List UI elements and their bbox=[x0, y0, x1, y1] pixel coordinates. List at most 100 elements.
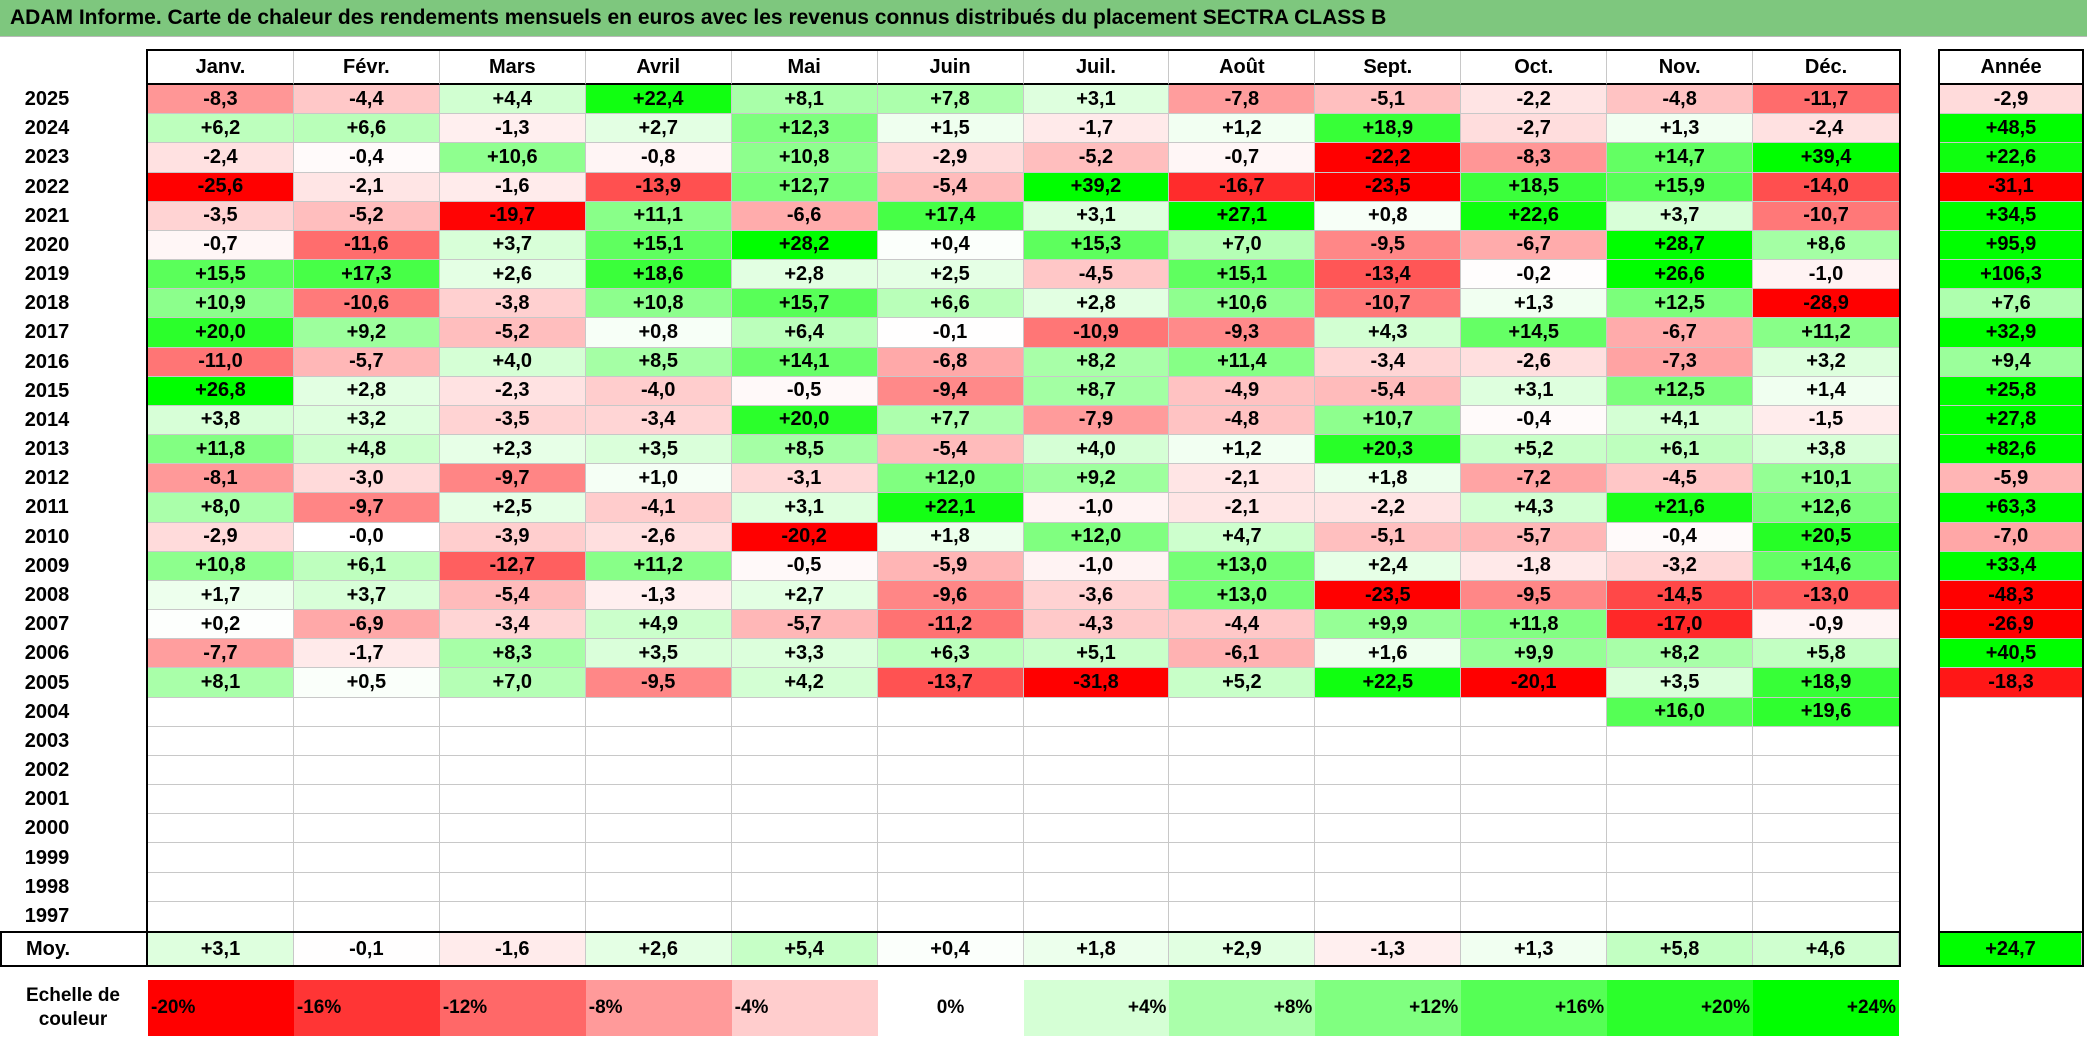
heatmap-cell: +10,7 bbox=[1315, 405, 1462, 436]
heatmap-cell bbox=[1461, 843, 1608, 873]
annual-cell bbox=[1940, 785, 2082, 814]
heatmap-cell: +2,5 bbox=[439, 493, 586, 523]
heatmap-cell: -9,6 bbox=[877, 580, 1024, 611]
heatmap-cell bbox=[1169, 872, 1316, 902]
heatmap-cell: -0,2 bbox=[1461, 260, 1608, 290]
heatmap-cell: +20,0 bbox=[148, 318, 294, 348]
heatmap-cell bbox=[1753, 785, 1899, 815]
heatmap-cell: -2,9 bbox=[148, 522, 294, 552]
heatmap-cell bbox=[1607, 872, 1754, 902]
year-label: 2006 bbox=[24, 642, 70, 665]
heatmap-cell bbox=[1607, 843, 1754, 873]
heatmap-cell: +4,2 bbox=[731, 668, 878, 698]
heatmap-cell bbox=[1607, 814, 1754, 844]
year-label: 2018 bbox=[24, 292, 70, 315]
year-label: 2019 bbox=[24, 263, 70, 286]
heatmap-cell: +22,4 bbox=[585, 85, 732, 115]
heatmap-cell bbox=[1315, 755, 1462, 786]
heatmap-cell bbox=[1169, 843, 1316, 873]
heatmap-cell bbox=[1169, 726, 1316, 756]
heatmap-cell: +10,1 bbox=[1753, 464, 1899, 494]
heatmap-cell: -2,6 bbox=[585, 522, 732, 552]
average-cell: -0,1 bbox=[293, 933, 440, 965]
heatmap-cell: -4,8 bbox=[1607, 85, 1754, 115]
month-header: Juin bbox=[877, 51, 1024, 85]
heatmap-cell: +13,0 bbox=[1169, 551, 1316, 581]
heatmap-cell: -9,4 bbox=[877, 376, 1024, 406]
annual-cell bbox=[1940, 756, 2082, 785]
heatmap-cell: -13,0 bbox=[1753, 580, 1899, 611]
heatmap-cell bbox=[293, 755, 440, 786]
year-label: 2014 bbox=[24, 408, 70, 431]
heatmap-cell bbox=[1315, 843, 1462, 873]
annual-cell: +7,6 bbox=[1940, 289, 2082, 319]
heatmap-cell bbox=[1753, 843, 1899, 873]
average-cell: -1,6 bbox=[439, 933, 586, 965]
heatmap-cell: -0,5 bbox=[731, 376, 878, 406]
heatmap-cell: +10,8 bbox=[585, 289, 732, 319]
heatmap-cell bbox=[148, 901, 294, 931]
year-label: 2024 bbox=[24, 117, 70, 140]
year-label: 2005 bbox=[24, 671, 70, 694]
heatmap-cell bbox=[439, 872, 586, 902]
heatmap-cell: -6,9 bbox=[293, 610, 440, 640]
heatmap-cell: +8,6 bbox=[1753, 230, 1899, 261]
annual-cell: +25,8 bbox=[1940, 376, 2082, 406]
heatmap-cell: -6,1 bbox=[1169, 639, 1316, 669]
heatmap-cell: +2,8 bbox=[731, 260, 878, 290]
heatmap-cell: +12,5 bbox=[1607, 376, 1754, 406]
heatmap-cell bbox=[1169, 785, 1316, 815]
heatmap-cell bbox=[586, 901, 732, 931]
average-cell: +1,8 bbox=[1023, 933, 1170, 965]
heatmap-cell: -17,0 bbox=[1607, 610, 1754, 640]
heatmap-cell: -0,7 bbox=[148, 230, 294, 261]
heatmap-cell: -0,9 bbox=[1753, 610, 1899, 640]
annual-cell bbox=[1940, 727, 2082, 756]
heatmap-cell: -1,6 bbox=[439, 172, 586, 202]
heatmap-cell: -5,4 bbox=[877, 435, 1024, 465]
heatmap-cell: +11,4 bbox=[1169, 347, 1316, 377]
annual-cell: -18,3 bbox=[1940, 668, 2082, 698]
heatmap-cell bbox=[1315, 901, 1462, 931]
heatmap-cell: +17,3 bbox=[293, 260, 440, 290]
color-scale-stop: -16% bbox=[293, 980, 440, 1036]
heatmap-cell: -4,1 bbox=[585, 493, 732, 523]
month-header: Oct. bbox=[1461, 51, 1608, 85]
heatmap-cell bbox=[585, 872, 732, 902]
annual-cell: +40,5 bbox=[1940, 639, 2082, 669]
heatmap-cell: -3,4 bbox=[439, 610, 586, 640]
heatmap-cell: -5,4 bbox=[877, 172, 1024, 202]
annual-cell: +32,9 bbox=[1940, 318, 2082, 348]
color-scale: -20% -16% -12% -8% -4% 0% +4% +8% +12% +16% +20% +2… bbox=[148, 980, 1899, 1036]
heatmap-cell: -1,5 bbox=[1753, 405, 1899, 436]
heatmap-cell: -13,9 bbox=[585, 172, 732, 202]
annual-header: Année bbox=[1940, 51, 2082, 85]
heatmap-cell bbox=[439, 697, 586, 727]
heatmap-cell: -7,7 bbox=[148, 639, 294, 669]
heatmap-cell bbox=[1315, 785, 1462, 815]
heatmap-cell: -20,1 bbox=[1461, 668, 1608, 698]
heatmap-cell bbox=[293, 785, 440, 815]
color-scale-label: Echelle de couleur bbox=[26, 985, 120, 1030]
heatmap-cell: +1,8 bbox=[877, 522, 1024, 552]
heatmap-cell: -11,7 bbox=[1753, 85, 1899, 115]
color-scale-stop: -12% bbox=[439, 980, 586, 1036]
heatmap-cell: -0,0 bbox=[293, 522, 440, 552]
heatmap-cell: +14,5 bbox=[1461, 318, 1608, 348]
heatmap-cell: -0,5 bbox=[731, 551, 878, 581]
heatmap-cell bbox=[439, 814, 586, 844]
heatmap-cell bbox=[293, 697, 440, 727]
heatmap-cell: -9,5 bbox=[585, 668, 732, 698]
heatmap-cell bbox=[585, 726, 732, 756]
annual-cell bbox=[1940, 843, 2082, 872]
heatmap-cell bbox=[1461, 755, 1608, 786]
heatmap-cell: -1,0 bbox=[1753, 260, 1899, 290]
average-cell: +2,6 bbox=[585, 933, 732, 965]
heatmap-cell: -13,4 bbox=[1315, 260, 1462, 290]
heatmap-cell bbox=[1461, 785, 1608, 815]
heatmap-cell: +39,4 bbox=[1753, 143, 1899, 173]
heatmap-cell: -9,5 bbox=[1461, 580, 1608, 611]
year-label: 2023 bbox=[24, 146, 70, 169]
color-scale-stop: 0% bbox=[877, 980, 1024, 1036]
heatmap-cell: -5,1 bbox=[1315, 522, 1462, 552]
